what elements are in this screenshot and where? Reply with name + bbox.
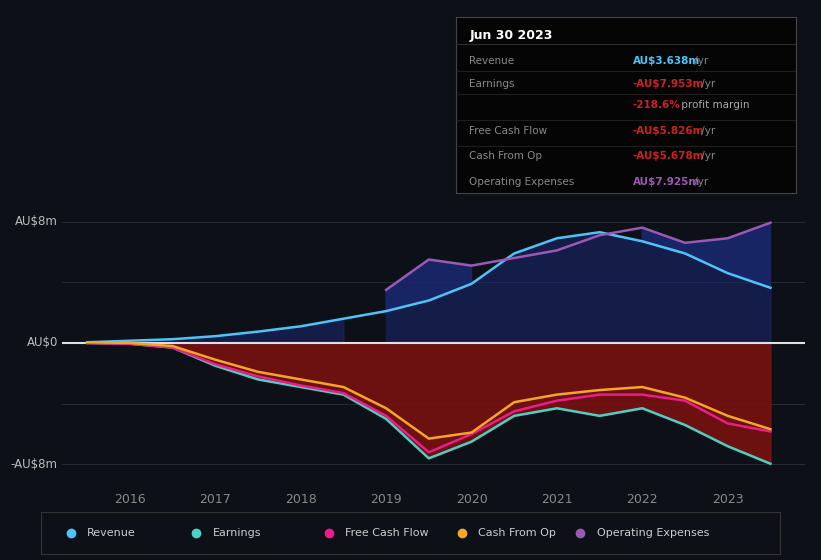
Text: AU$7.925m: AU$7.925m bbox=[633, 177, 700, 186]
Text: Cash From Op: Cash From Op bbox=[470, 151, 543, 161]
Text: -AU$5.826m: -AU$5.826m bbox=[633, 125, 704, 136]
Text: -AU$7.953m: -AU$7.953m bbox=[633, 79, 704, 89]
Text: Operating Expenses: Operating Expenses bbox=[470, 177, 575, 186]
Text: AU$3.638m: AU$3.638m bbox=[633, 56, 700, 66]
Text: /yr: /yr bbox=[691, 56, 709, 66]
Text: /yr: /yr bbox=[698, 125, 715, 136]
Text: Earnings: Earnings bbox=[470, 79, 515, 89]
Text: Revenue: Revenue bbox=[87, 529, 135, 538]
Text: /yr: /yr bbox=[698, 79, 715, 89]
Text: /yr: /yr bbox=[691, 177, 709, 186]
Text: Jun 30 2023: Jun 30 2023 bbox=[470, 29, 553, 42]
Text: Free Cash Flow: Free Cash Flow bbox=[346, 529, 429, 538]
Text: -218.6%: -218.6% bbox=[633, 100, 681, 110]
Text: /yr: /yr bbox=[698, 151, 715, 161]
Text: -AU$8m: -AU$8m bbox=[11, 458, 57, 471]
Text: Operating Expenses: Operating Expenses bbox=[597, 529, 709, 538]
Text: profit margin: profit margin bbox=[678, 100, 750, 110]
Text: Free Cash Flow: Free Cash Flow bbox=[470, 125, 548, 136]
Text: Cash From Op: Cash From Op bbox=[479, 529, 557, 538]
Text: Earnings: Earnings bbox=[213, 529, 261, 538]
Text: AU$0: AU$0 bbox=[26, 337, 57, 349]
Text: AU$8m: AU$8m bbox=[15, 215, 57, 228]
Text: -AU$5.678m: -AU$5.678m bbox=[633, 151, 704, 161]
Text: Revenue: Revenue bbox=[470, 56, 515, 66]
